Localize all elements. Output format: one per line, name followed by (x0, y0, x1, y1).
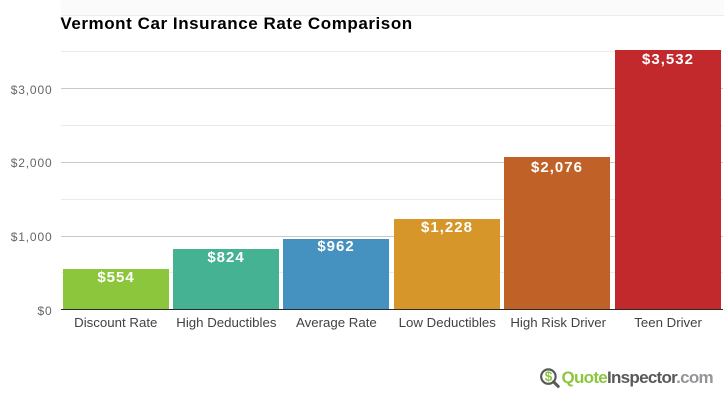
svg-text:$: $ (545, 369, 553, 384)
